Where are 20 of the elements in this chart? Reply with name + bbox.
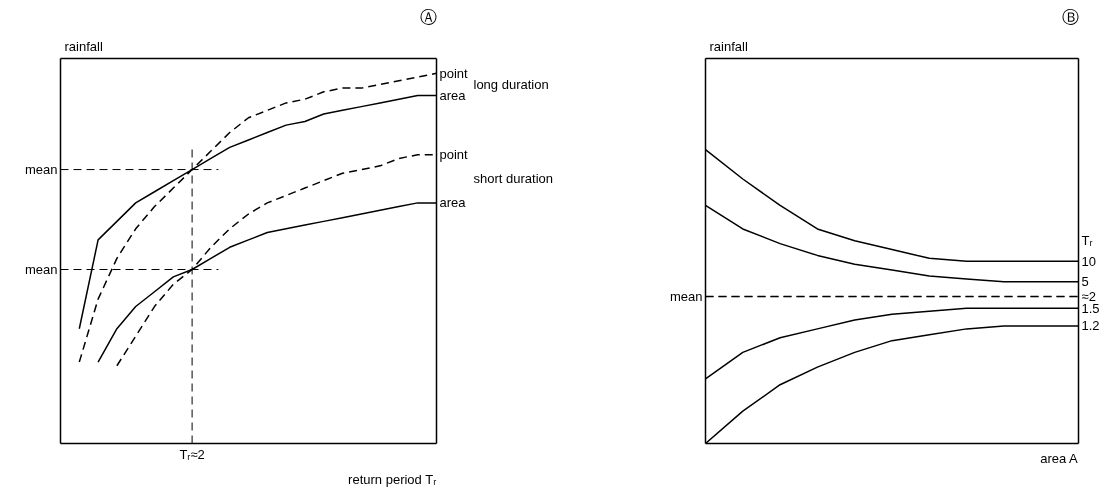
- x-axis-title: return period Tᵣ: [348, 471, 437, 487]
- legend-title: Tᵣ: [1081, 233, 1093, 249]
- series-label: point: [439, 147, 469, 163]
- text: long duration: [473, 76, 549, 92]
- series-label: area: [439, 88, 467, 104]
- ref-line-label: mean: [24, 162, 58, 178]
- y-axis-title: rainfall: [709, 38, 748, 54]
- ref-line-label: mean: [24, 262, 58, 278]
- x-axis-title: area A: [1040, 450, 1079, 466]
- series-label: point: [439, 65, 469, 81]
- text: Tᵣ≈2: [179, 446, 205, 462]
- series-label: 5: [1081, 274, 1089, 290]
- chart-title: Ⓐ: [419, 7, 437, 27]
- chart-title: Ⓑ: [1061, 7, 1079, 27]
- series-label: 1.2: [1081, 318, 1100, 334]
- series-label: area: [439, 195, 467, 211]
- text: short duration: [473, 171, 553, 187]
- y-axis-title: rainfall: [64, 38, 103, 54]
- series-label: 10: [1081, 253, 1096, 269]
- ref-line-label: mean: [669, 289, 703, 305]
